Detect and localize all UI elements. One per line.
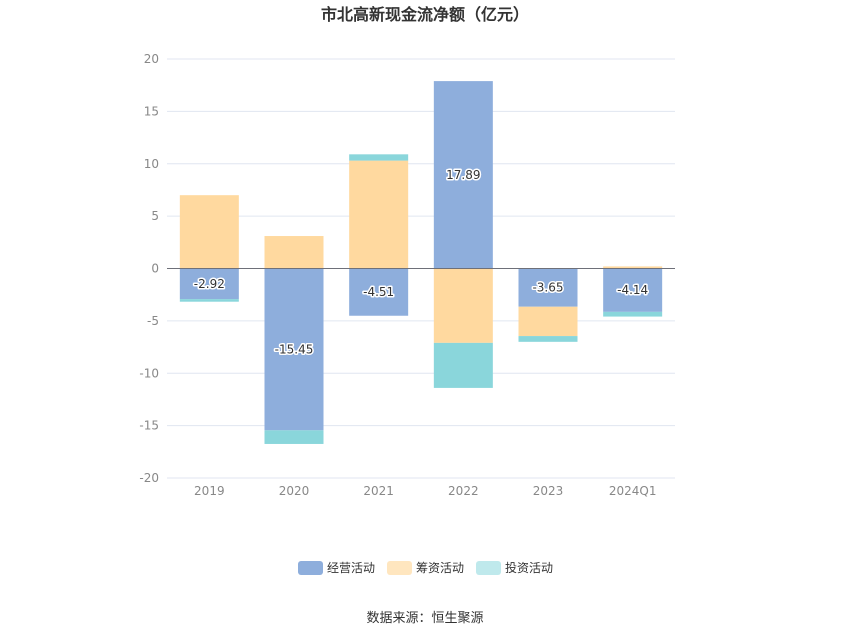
legend-swatch	[298, 561, 323, 575]
grid-lines	[167, 58, 675, 479]
data-label-2023: -3.65	[532, 281, 563, 295]
y-tick-label: -5	[147, 314, 159, 328]
legend-swatch	[476, 561, 501, 575]
x-tick-label: 2021	[363, 484, 394, 498]
bar-2-2022	[433, 268, 493, 343]
x-tick-label: 2022	[448, 484, 479, 498]
bar-3-2019	[179, 299, 239, 302]
bar-3-2020	[264, 430, 324, 444]
legend-swatch	[387, 561, 412, 575]
data-source: 数据来源：恒生聚源	[366, 611, 483, 626]
data-label-2019: -2.92	[194, 277, 225, 291]
bar-3-2022	[433, 342, 493, 388]
bar-1-2024Q1	[603, 268, 663, 312]
bar-1-2019	[179, 268, 239, 300]
data-label-2021: -4.51	[363, 285, 394, 299]
data-label-2020: -15.45	[275, 342, 314, 356]
y-tick-label: 20	[144, 52, 159, 66]
y-tick-label: 0	[151, 262, 159, 276]
data-label-2024Q1: -4.14	[617, 283, 648, 297]
legend-label: 投资活动	[505, 560, 553, 575]
x-tick-label: 2023	[533, 484, 564, 498]
bar-3-2023	[518, 336, 578, 342]
y-tick-label: -15	[139, 419, 159, 433]
bar-3-2024Q1	[603, 311, 663, 317]
y-tick-label: -20	[139, 471, 159, 485]
y-axis: 20 15 10 5 0 -5 -10 -15 -20	[139, 52, 159, 485]
data-label-2022: 17.89	[446, 168, 480, 182]
legend: 经营活动 筹资活动 投资活动	[298, 560, 553, 575]
bar-1-2022	[433, 81, 493, 269]
x-axis: 2019 2020 2021 2022 2023 2024Q1	[194, 484, 656, 498]
y-tick-label: 10	[144, 157, 159, 171]
bar-2-2023	[518, 306, 578, 337]
x-tick-label: 2019	[194, 484, 225, 498]
y-tick-label: -10	[139, 366, 159, 380]
bar-2-2020	[264, 236, 324, 269]
legend-label: 经营活动	[327, 561, 375, 575]
bars	[179, 81, 663, 444]
bar-2-2019	[179, 195, 239, 269]
bar-1-2020	[264, 268, 324, 431]
bar-2-2024Q1	[603, 266, 663, 269]
bar-1-2023	[518, 268, 578, 307]
legend-label: 筹资活动	[416, 561, 464, 575]
x-tick-label: 2024Q1	[609, 484, 657, 498]
y-tick-label: 5	[151, 209, 159, 223]
bar-1-2021	[349, 268, 409, 316]
bar-2-2021	[349, 160, 409, 269]
data-labels: -2.92 -15.45 -4.51 17.89 -3.65 -4.14	[192, 166, 649, 358]
chart-title: 市北高新现金流净额（亿元）	[321, 5, 529, 24]
bar-3-2021	[349, 154, 409, 161]
x-tick-label: 2020	[279, 484, 310, 498]
y-tick-label: 15	[144, 104, 159, 118]
